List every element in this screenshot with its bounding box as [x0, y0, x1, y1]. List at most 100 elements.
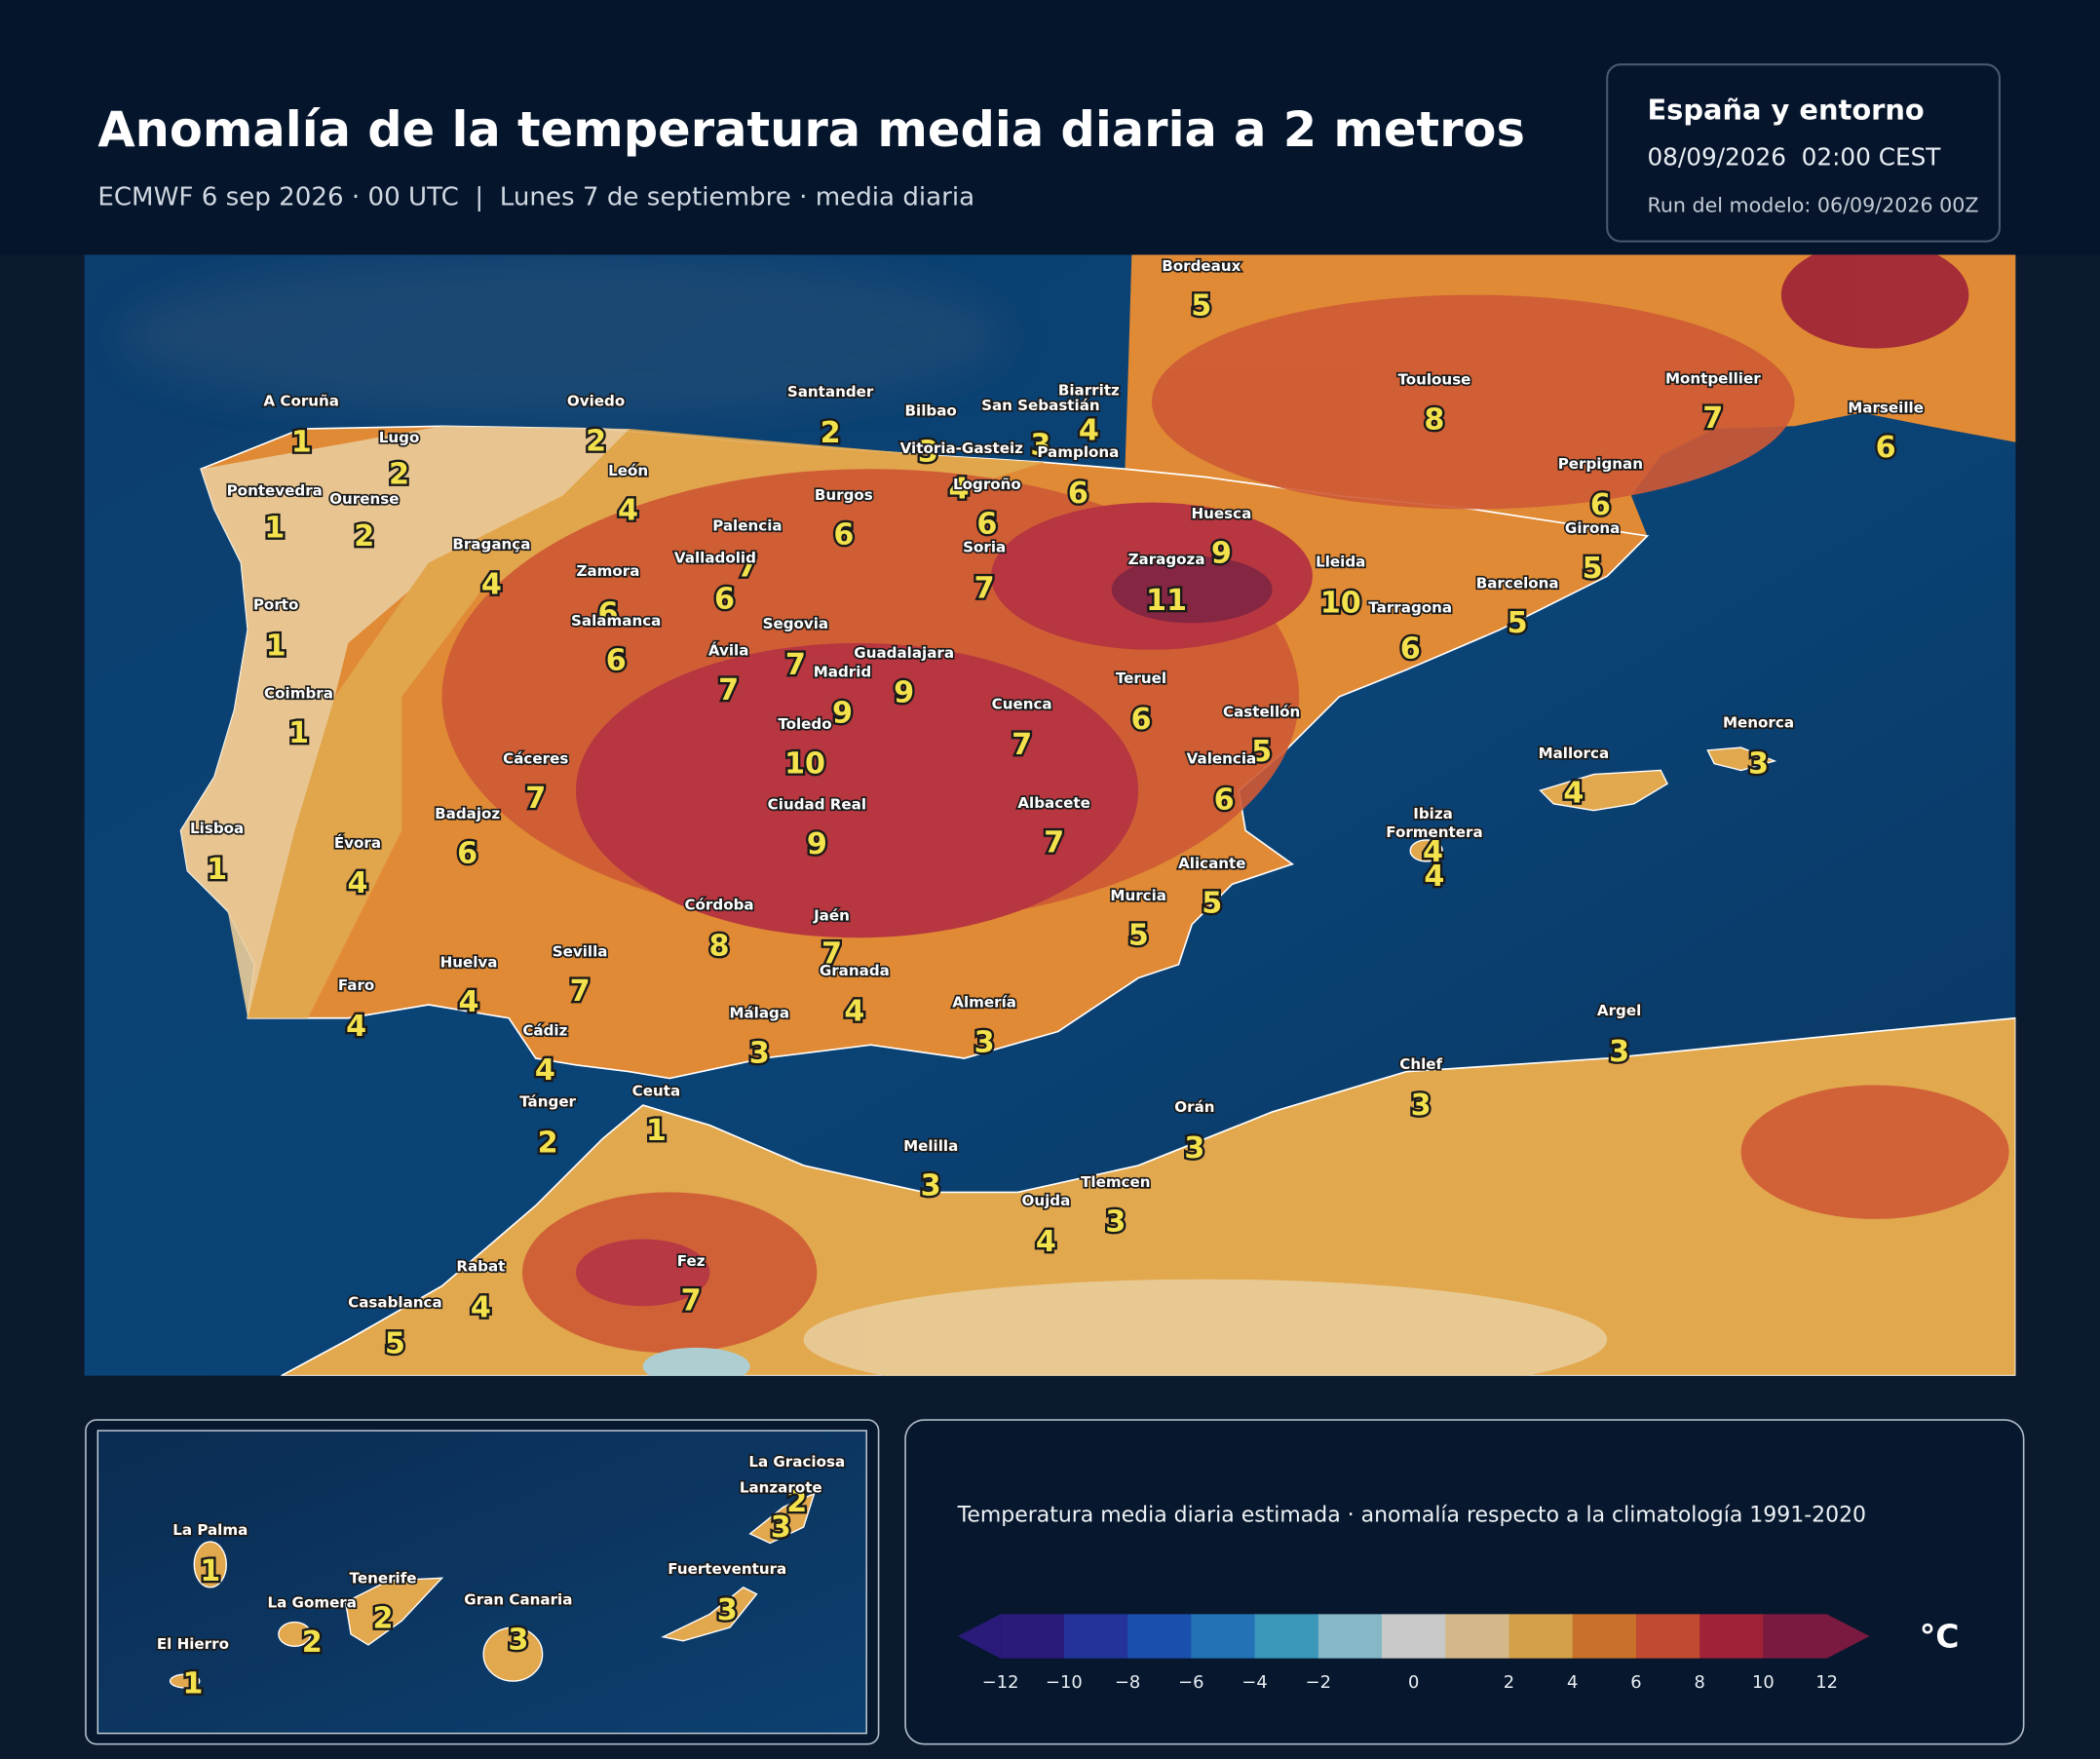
- place-label: Vitoria-Gasteiz: [900, 440, 1024, 457]
- colorbar-tick-label: 8: [1694, 1672, 1704, 1693]
- anomaly-value: 3: [508, 1623, 528, 1657]
- anomaly-value: 4: [1424, 860, 1444, 894]
- anomaly-value: 1: [291, 426, 312, 460]
- anomaly-value: 7: [681, 1284, 702, 1319]
- anomaly-value: 2: [586, 424, 606, 458]
- place-label: Tlemcen: [1081, 1173, 1150, 1191]
- info-box: [1606, 63, 2001, 243]
- anomaly-value: 9: [807, 827, 827, 861]
- anomaly-value: 4: [346, 1010, 366, 1044]
- anomaly-value: 3: [1105, 1205, 1126, 1240]
- place-label: Toulouse: [1397, 371, 1470, 389]
- place-label: Sevilla: [553, 943, 608, 961]
- place-label: Fez: [677, 1252, 706, 1270]
- ibiza: [1409, 839, 1443, 862]
- place-label: Ceuta: [632, 1082, 681, 1099]
- colorbar-bin: [1127, 1614, 1193, 1659]
- anomaly-value: 8: [1424, 402, 1444, 437]
- colorbar-bin: [1317, 1614, 1383, 1659]
- place-label: Lugo: [379, 429, 420, 446]
- colorbar-bin: [1699, 1614, 1765, 1659]
- place-label: Perpignan: [1558, 455, 1643, 473]
- anomaly-value: 6: [1068, 477, 1088, 511]
- colorbar-bin: [1382, 1614, 1446, 1659]
- anomaly-value: 3: [1609, 1035, 1629, 1069]
- anomaly-value: 9: [1211, 537, 1232, 571]
- place-label: Valencia: [1187, 750, 1257, 768]
- valid-time: 08/09/2026 02:00 CEST: [1647, 142, 1941, 171]
- anomaly-value: 9: [894, 676, 914, 710]
- anomaly-value: 3: [918, 435, 938, 469]
- place-label: Biarritz: [1058, 382, 1120, 400]
- colorbar-bin: [1572, 1614, 1637, 1659]
- place-label: Girona: [1565, 519, 1620, 537]
- place-label: Logroño: [953, 476, 1021, 493]
- anomaly-value: 4: [844, 995, 864, 1029]
- anomaly-value: 6: [1400, 631, 1421, 666]
- colorbar-tick-label: 6: [1630, 1672, 1641, 1693]
- place-label: Lanzarote: [740, 1478, 822, 1496]
- place-label: Orán: [1174, 1098, 1214, 1116]
- place-label: Menorca: [1723, 714, 1794, 732]
- canary-islands: [169, 1492, 816, 1689]
- anomaly-value: 7: [821, 937, 842, 972]
- anomaly-value: 6: [1876, 431, 1896, 465]
- place-label: Segovia: [763, 615, 829, 632]
- inset-sea: [96, 1430, 867, 1735]
- colorbar-tick-label: 10: [1752, 1672, 1775, 1693]
- place-label: Burgos: [815, 486, 873, 504]
- place-label: Mallorca: [1539, 745, 1610, 762]
- anomaly-value: 10: [1320, 587, 1361, 621]
- place-label: Melilla: [903, 1137, 958, 1155]
- colorbar-tick-label: 0: [1408, 1672, 1419, 1693]
- anomaly-value: 4: [481, 567, 502, 601]
- colorbar-bin: [1635, 1614, 1700, 1659]
- colorbar-tick-label: −6: [1178, 1672, 1203, 1693]
- anomaly-value: 3: [1030, 428, 1050, 462]
- anomaly-value: 2: [821, 416, 841, 450]
- colorbar-tick-label: −4: [1241, 1672, 1267, 1693]
- place-label: Tenerife: [350, 1570, 417, 1587]
- anomaly-value: 4: [949, 473, 970, 507]
- place-label: San Sebastián: [981, 397, 1100, 414]
- anomaly-value: 5: [1583, 552, 1603, 586]
- menorca: [1706, 746, 1777, 772]
- place-label: Tarragona: [1368, 598, 1452, 616]
- place-label: Madrid: [814, 663, 872, 680]
- place-label: Almería: [952, 994, 1016, 1012]
- place-label: Teruel: [1116, 669, 1166, 687]
- anomaly-value: 6: [1214, 784, 1235, 818]
- colorbar-tick-label: −10: [1046, 1672, 1083, 1693]
- place-label: Barcelona: [1476, 575, 1559, 593]
- anomaly-value: 6: [1130, 703, 1151, 737]
- place-label: Huesca: [1192, 505, 1252, 522]
- anomaly-value: 1: [288, 716, 309, 750]
- anomaly-value: 7: [1012, 728, 1032, 762]
- place-label: Ourense: [329, 490, 399, 508]
- place-label: Oujda: [1021, 1192, 1070, 1209]
- anomaly-value: 5: [1128, 918, 1149, 952]
- colorbar-bin: [1508, 1614, 1574, 1659]
- anomaly-value: 11: [1146, 584, 1187, 618]
- anomaly-value: 4: [618, 494, 638, 528]
- place-label: Castellón: [1223, 704, 1300, 721]
- place-label: Bordeaux: [1162, 257, 1241, 275]
- place-label: Badajoz: [435, 805, 500, 822]
- place-label: Pontevedra: [227, 482, 323, 500]
- place-label: El Hierro: [157, 1635, 229, 1653]
- place-label: Marseille: [1848, 400, 1924, 417]
- place-label: Argel: [1597, 1002, 1641, 1019]
- place-label: Guadalajara: [854, 644, 954, 662]
- anomaly-value: 6: [1590, 488, 1611, 522]
- place-label: Gran Canaria: [464, 1591, 572, 1609]
- place-label: La Gomera: [267, 1593, 357, 1611]
- colorbar-bin: [1445, 1614, 1510, 1659]
- place-label: Lleida: [1316, 554, 1365, 571]
- place-label: Fuerteventura: [668, 1560, 786, 1578]
- place-label: Zaragoza: [1128, 551, 1205, 568]
- anomaly-value: 4: [1036, 1225, 1056, 1259]
- anomaly-value: 6: [606, 644, 627, 678]
- anomaly-value: 3: [771, 1510, 791, 1545]
- place-label: Cuenca: [992, 695, 1052, 712]
- place-label: Toledo: [778, 715, 831, 733]
